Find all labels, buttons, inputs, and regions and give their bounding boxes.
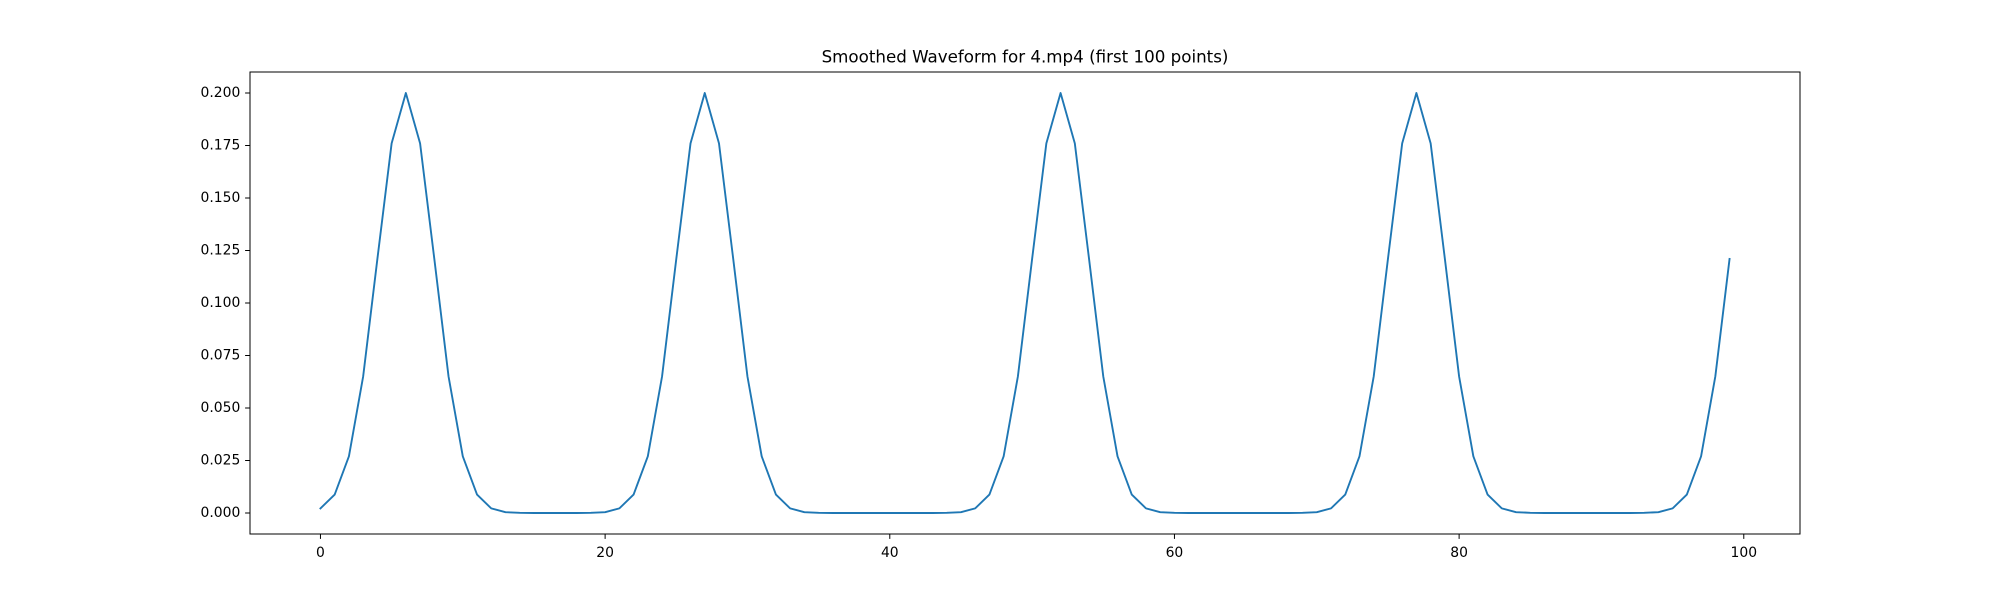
y-tick-label: 0.150 <box>201 190 241 206</box>
axes-frame <box>249 71 1801 535</box>
y-tick-label: 0.075 <box>201 348 241 364</box>
data-line <box>319 92 1731 514</box>
x-tick-label: 80 <box>1450 545 1468 561</box>
y-tick-label: 0.050 <box>201 400 241 416</box>
x-tick-label: 20 <box>596 545 614 561</box>
y-tick-label: 0.200 <box>201 85 241 101</box>
y-tick-label: 0.125 <box>201 243 241 259</box>
y-tick-label: 0.175 <box>201 138 241 154</box>
x-tick-label: 60 <box>1166 545 1184 561</box>
x-tick-label: 0 <box>316 545 325 561</box>
y-tick-label: 0.025 <box>201 453 241 469</box>
chart-title: Smoothed Waveform for 4.mp4 (first 100 p… <box>822 47 1229 67</box>
y-tick-label: 0.100 <box>201 295 241 311</box>
y-tick-label: 0.000 <box>201 505 241 521</box>
x-tick-label: 40 <box>881 545 899 561</box>
x-tick-label: 100 <box>1731 545 1758 561</box>
